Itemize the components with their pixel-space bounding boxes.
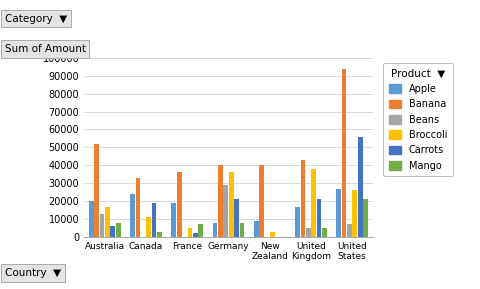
Bar xyxy=(89,201,94,237)
Bar xyxy=(130,194,135,237)
Bar xyxy=(105,207,109,237)
Bar xyxy=(300,160,305,237)
Bar xyxy=(228,173,233,237)
Text: Category  ▼: Category ▼ xyxy=(5,14,67,24)
Bar xyxy=(151,203,156,237)
Bar xyxy=(171,203,176,237)
Bar xyxy=(187,228,192,237)
Bar xyxy=(269,231,274,237)
Bar xyxy=(336,189,340,237)
Bar xyxy=(157,231,161,237)
Bar xyxy=(362,199,367,237)
Bar xyxy=(305,228,310,237)
Bar xyxy=(94,144,99,237)
Bar xyxy=(357,137,362,237)
Bar xyxy=(341,68,346,237)
Bar xyxy=(239,223,244,237)
Bar xyxy=(217,165,222,237)
Bar xyxy=(295,207,299,237)
Text: Sum of Amount: Sum of Amount xyxy=(5,44,85,54)
Bar xyxy=(321,228,326,237)
Bar xyxy=(347,225,351,237)
Bar xyxy=(110,226,115,237)
Bar xyxy=(135,178,140,237)
Bar xyxy=(116,223,120,237)
Bar xyxy=(146,217,151,237)
Bar xyxy=(311,169,315,237)
Bar xyxy=(212,223,217,237)
Bar xyxy=(234,199,239,237)
Bar xyxy=(352,190,357,237)
Bar xyxy=(177,173,181,237)
Text: Country  ▼: Country ▼ xyxy=(5,268,61,278)
Bar xyxy=(99,214,104,237)
Bar xyxy=(316,199,321,237)
Bar xyxy=(253,221,258,237)
Legend: Apple, Banana, Beans, Broccoli, Carrots, Mango: Apple, Banana, Beans, Broccoli, Carrots,… xyxy=(383,63,452,176)
Bar xyxy=(192,234,197,237)
Bar xyxy=(223,185,228,237)
Bar xyxy=(198,225,203,237)
Bar xyxy=(259,165,264,237)
